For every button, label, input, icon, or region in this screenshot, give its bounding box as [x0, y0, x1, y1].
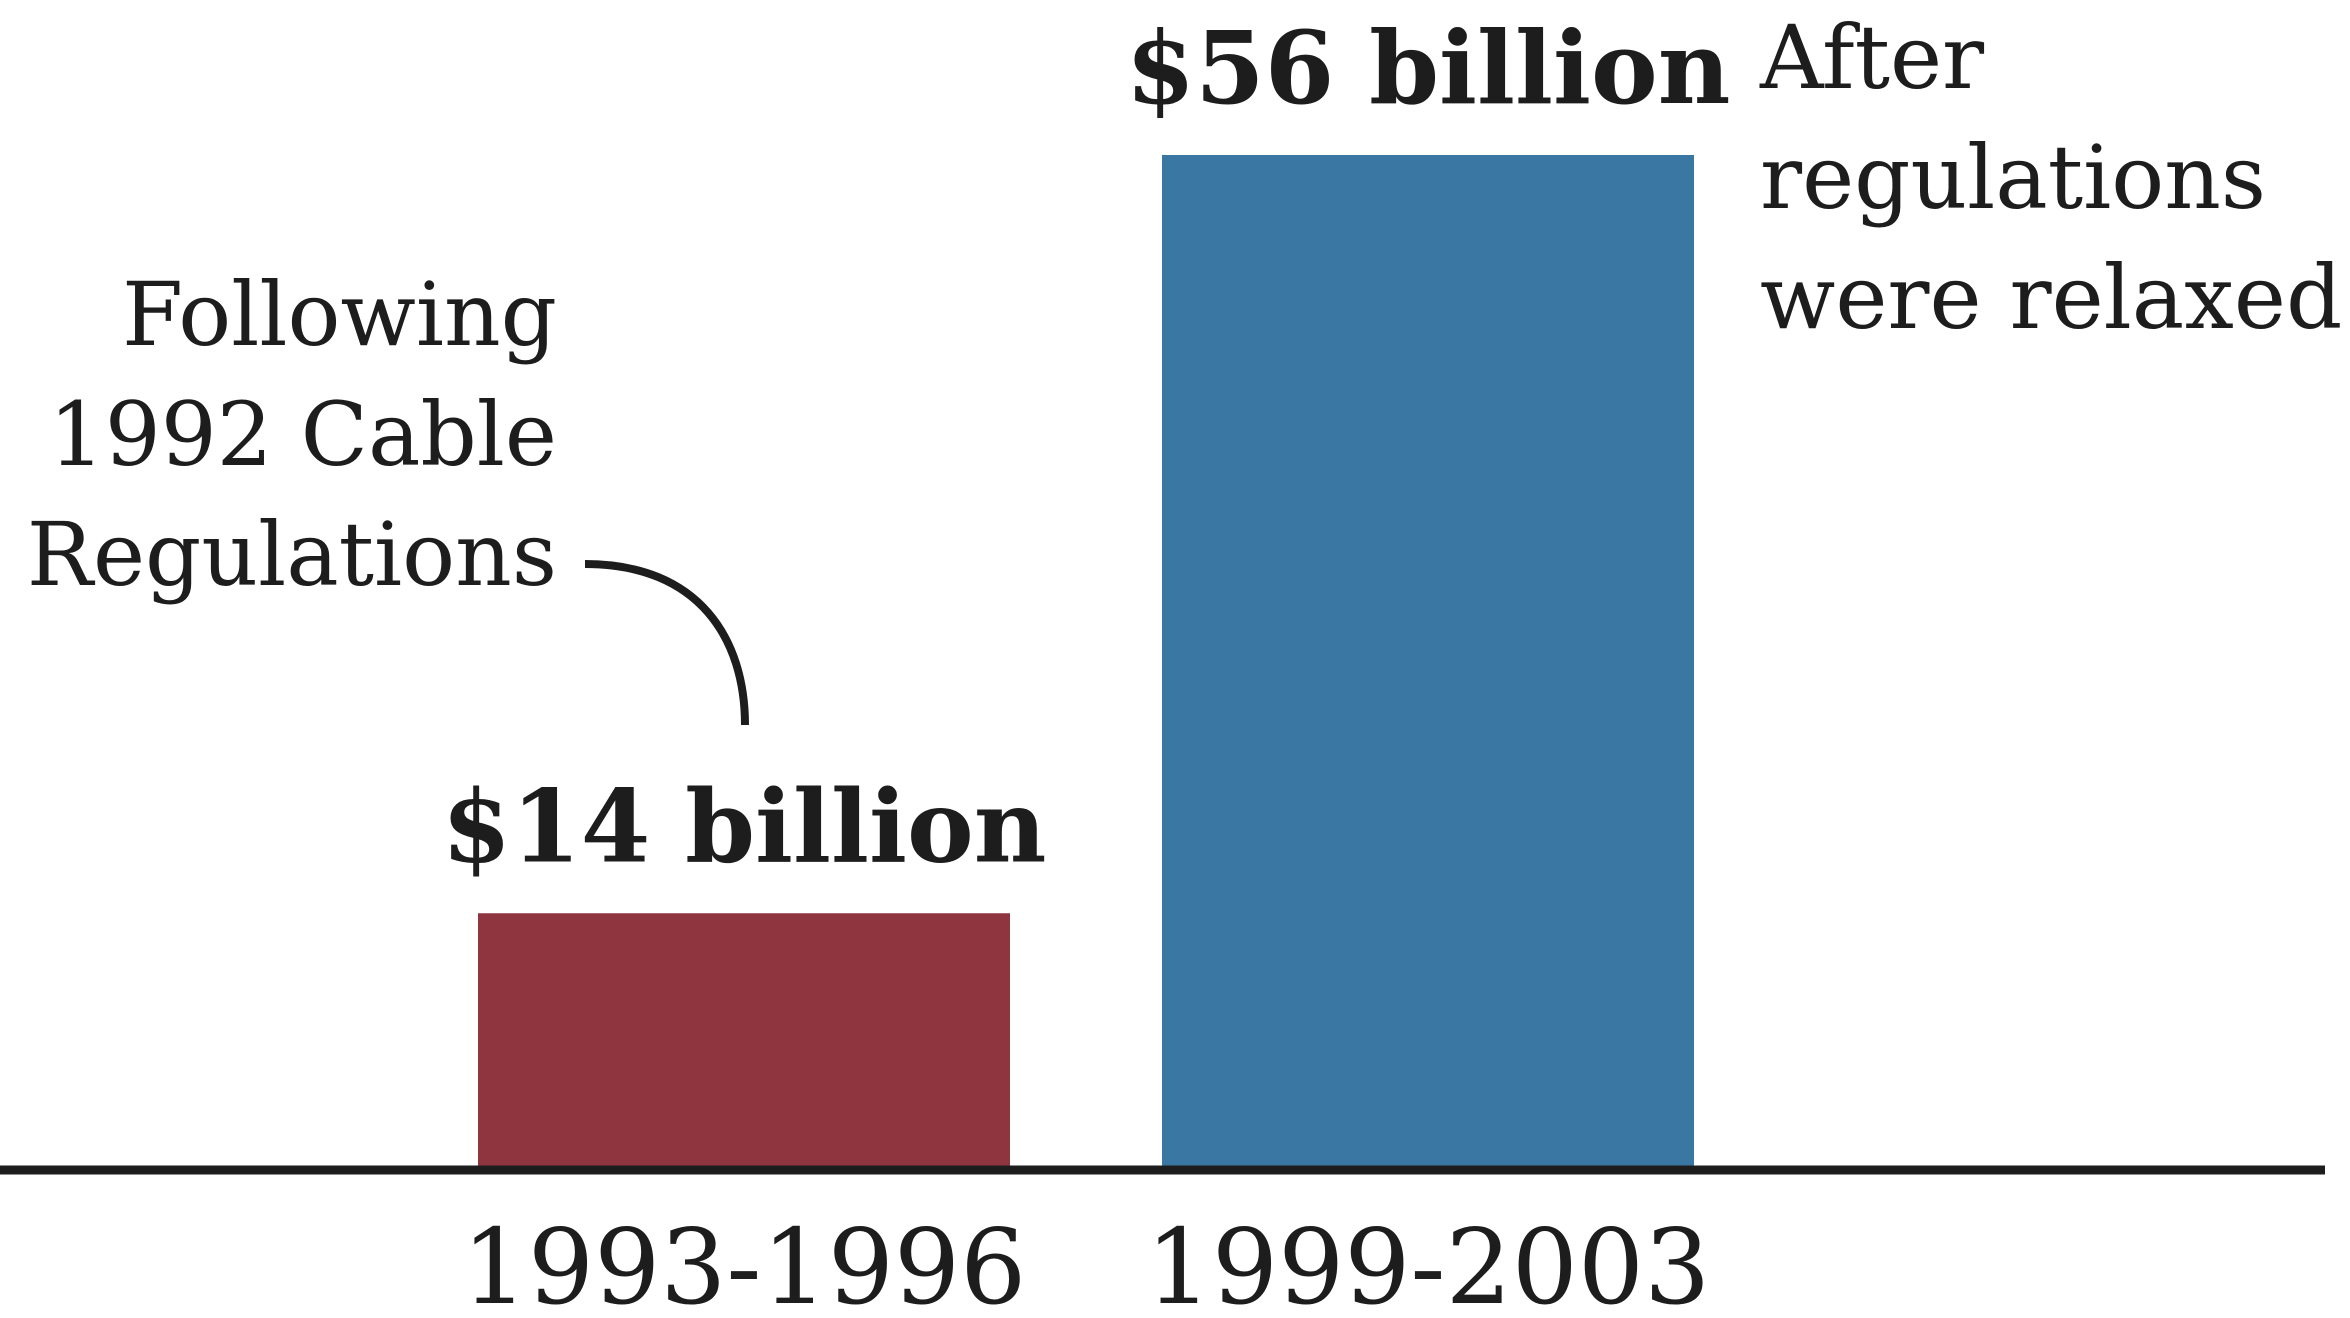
annotation-right-line-3: were relaxed [1760, 246, 2342, 349]
category-label-1999-2003: 1999-2003 [1146, 1206, 1710, 1318]
annotation-right-line-1: After [1759, 6, 1985, 109]
value-label-1993-1996: $14 billion [442, 767, 1047, 885]
annotation-left-line-3: Regulations [27, 503, 557, 606]
annotation-right-line-2: regulations [1760, 126, 2266, 229]
annotation-regulations-1992: Following 1992 Cable Regulations [27, 263, 557, 606]
annotation-left-line-1: Following [122, 263, 557, 366]
bars [478, 155, 1694, 1166]
annotation-left-line-2: 1992 Cable [49, 383, 557, 486]
labels: $14 billion 1993-1996 $56 billion 1999-2003 [442, 9, 1731, 1318]
category-label-1993-1996: 1993-1996 [462, 1206, 1026, 1318]
annotation-leader-line [584, 560, 749, 726]
bar-1999-2003 [1162, 155, 1694, 1166]
bar-1993-1996 [478, 913, 1010, 1166]
annotation-regulations-relaxed: After regulations were relaxed [1759, 6, 2342, 349]
value-label-1999-2003: $56 billion [1126, 9, 1731, 127]
